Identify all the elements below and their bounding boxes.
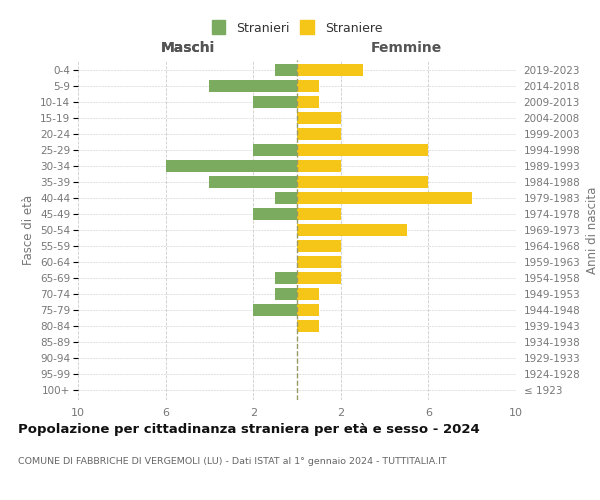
Bar xyxy=(253,304,297,316)
Text: COMUNE DI FABBRICHE DI VERGEMOLI (LU) - Dati ISTAT al 1° gennaio 2024 - TUTTITAL: COMUNE DI FABBRICHE DI VERGEMOLI (LU) - … xyxy=(18,458,446,466)
Bar xyxy=(297,160,341,172)
Bar xyxy=(297,176,428,188)
Legend: Stranieri, Straniere: Stranieri, Straniere xyxy=(208,18,386,39)
Y-axis label: Anni di nascita: Anni di nascita xyxy=(586,186,599,274)
Bar xyxy=(297,320,319,332)
Text: Popolazione per cittadinanza straniera per età e sesso - 2024: Popolazione per cittadinanza straniera p… xyxy=(18,422,480,436)
Bar xyxy=(166,160,297,172)
Bar xyxy=(209,176,297,188)
Bar xyxy=(297,144,428,156)
Y-axis label: Fasce di età: Fasce di età xyxy=(22,195,35,265)
Bar xyxy=(297,256,341,268)
Bar xyxy=(297,128,341,140)
Bar xyxy=(275,288,297,300)
Bar xyxy=(275,64,297,76)
Text: Maschi: Maschi xyxy=(160,41,215,55)
Bar xyxy=(297,208,341,220)
Bar xyxy=(297,304,319,316)
Bar xyxy=(297,192,472,204)
Bar xyxy=(297,112,341,124)
Text: Maschi: Maschi xyxy=(160,41,215,55)
Text: Femmine: Femmine xyxy=(371,41,442,55)
Bar xyxy=(297,96,319,108)
Bar xyxy=(297,224,407,236)
Bar xyxy=(275,192,297,204)
Bar xyxy=(297,80,319,92)
Bar xyxy=(297,272,341,284)
Bar xyxy=(253,144,297,156)
Bar xyxy=(297,288,319,300)
Bar xyxy=(253,96,297,108)
Bar xyxy=(253,208,297,220)
Bar xyxy=(297,64,363,76)
Bar xyxy=(209,80,297,92)
Bar xyxy=(297,240,341,252)
Bar xyxy=(275,272,297,284)
